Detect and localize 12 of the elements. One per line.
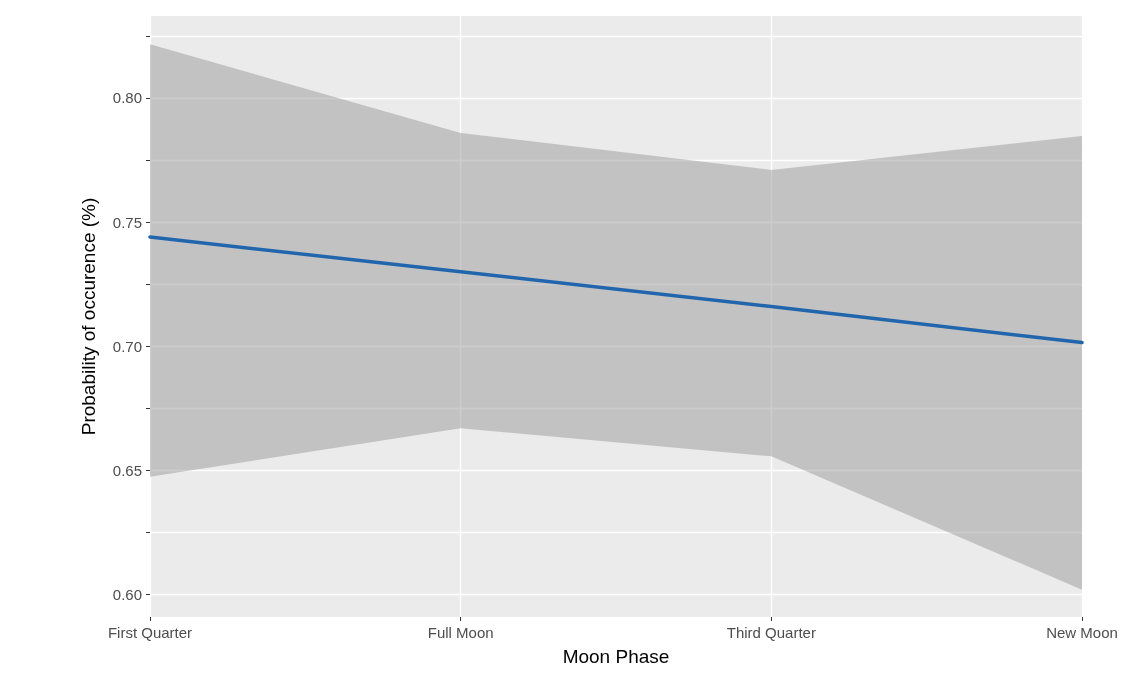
- x-tick-label: New Moon: [1046, 624, 1118, 641]
- y-tick-label: 0.70: [112, 337, 142, 355]
- y-tick-label: 0.65: [112, 461, 142, 479]
- x-tick-label: Third Quarter: [726, 624, 816, 641]
- x-axis-title: Moon Phase: [562, 646, 670, 667]
- x-tick-label: Full Moon: [427, 624, 494, 641]
- y-axis-title: Probability of occurence (%): [78, 197, 99, 436]
- y-tick-label: 0.75: [112, 213, 142, 231]
- y-tick-label: 0.60: [112, 586, 142, 604]
- y-tick-label: 0.80: [112, 89, 142, 107]
- x-tick-label: First Quarter: [107, 624, 193, 641]
- line-series: [148, 235, 1084, 345]
